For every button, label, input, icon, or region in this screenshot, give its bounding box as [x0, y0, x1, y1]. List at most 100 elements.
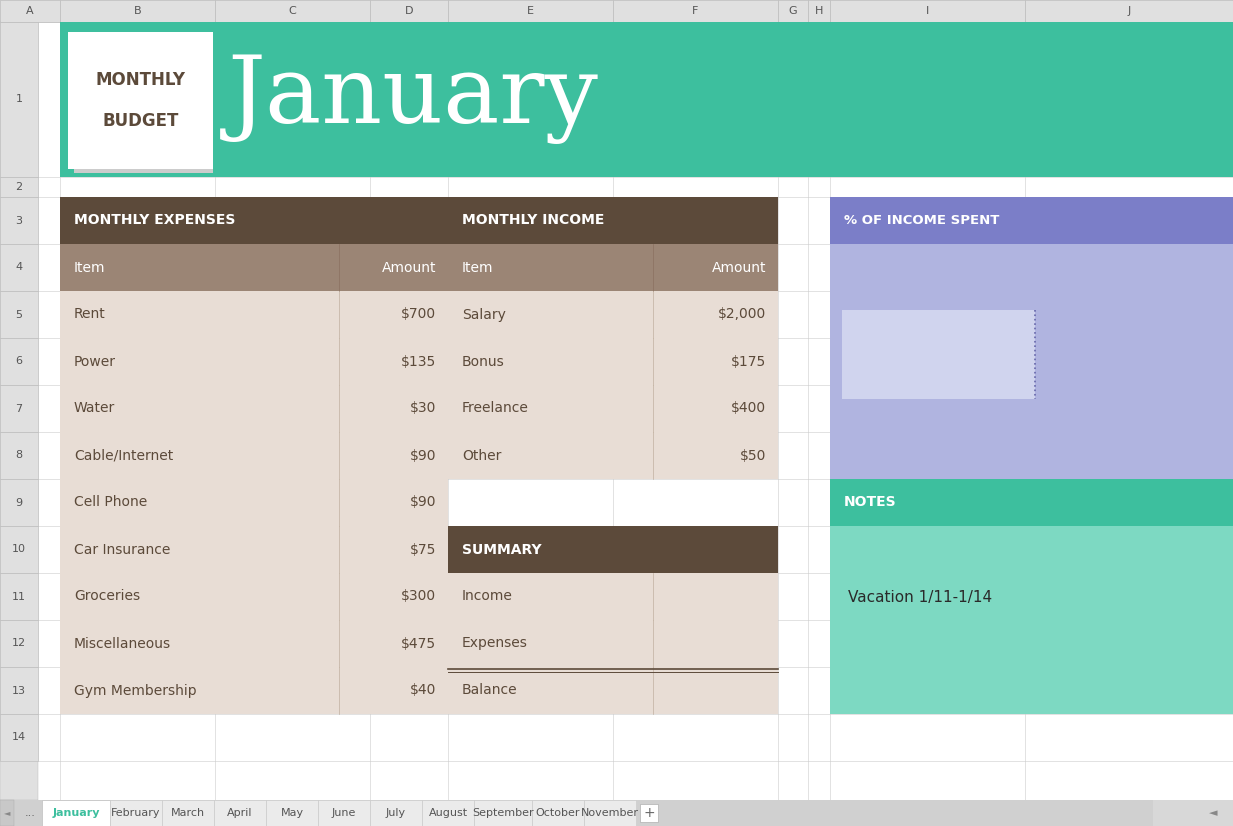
Text: MONTHLY EXPENSES: MONTHLY EXPENSES — [74, 213, 236, 227]
Bar — [318, 800, 370, 826]
Text: C: C — [289, 6, 296, 16]
Text: Item: Item — [462, 260, 493, 274]
Bar — [448, 526, 778, 573]
Text: I: I — [926, 6, 930, 16]
Bar — [842, 310, 1036, 399]
Bar — [0, 385, 38, 432]
Bar — [808, 0, 830, 22]
Text: June: June — [332, 808, 356, 818]
Text: MONTHLY INCOME: MONTHLY INCOME — [462, 213, 604, 227]
Text: $175: $175 — [731, 354, 766, 368]
Text: $75: $75 — [409, 543, 436, 557]
Bar — [830, 244, 1233, 479]
Text: J: J — [1127, 6, 1131, 16]
Text: Expenses: Expenses — [462, 637, 528, 651]
Text: BUDGET: BUDGET — [102, 112, 179, 130]
Bar — [60, 338, 448, 385]
Text: 6: 6 — [16, 357, 22, 367]
Bar — [60, 244, 448, 291]
Bar — [370, 800, 422, 826]
Text: Salary: Salary — [462, 307, 506, 321]
Text: ◄: ◄ — [1208, 808, 1217, 818]
Text: Freelance: Freelance — [462, 401, 529, 415]
Text: February: February — [111, 808, 160, 818]
Bar — [0, 620, 38, 667]
Text: Power: Power — [74, 354, 116, 368]
Text: 12: 12 — [12, 638, 26, 648]
Bar — [0, 291, 38, 338]
Text: $300: $300 — [401, 590, 436, 604]
Bar — [370, 0, 448, 22]
Text: November: November — [581, 808, 639, 818]
Bar — [0, 244, 38, 291]
Text: MONTHLY: MONTHLY — [95, 71, 185, 89]
Bar — [448, 667, 778, 714]
Text: +: + — [644, 806, 655, 820]
Bar — [162, 800, 215, 826]
Text: F: F — [692, 6, 699, 16]
Bar — [60, 573, 448, 620]
Text: 7: 7 — [16, 403, 22, 414]
Bar — [1025, 0, 1233, 22]
Bar — [0, 667, 38, 714]
Bar — [422, 800, 473, 826]
Bar — [0, 0, 60, 22]
Text: 8: 8 — [16, 450, 22, 461]
Bar — [215, 800, 266, 826]
Text: April: April — [227, 808, 253, 818]
Bar — [68, 32, 213, 169]
Bar — [830, 197, 1233, 244]
Text: Groceries: Groceries — [74, 590, 141, 604]
Text: 2: 2 — [16, 182, 22, 192]
Text: E: E — [526, 6, 534, 16]
Text: January: January — [228, 55, 599, 145]
Bar — [531, 800, 584, 826]
Text: 9: 9 — [16, 497, 22, 507]
Text: July: July — [386, 808, 406, 818]
Text: $2,000: $2,000 — [718, 307, 766, 321]
Bar — [60, 479, 448, 526]
Bar — [448, 432, 778, 479]
Bar — [60, 432, 448, 479]
Bar — [74, 167, 213, 173]
Text: Amount: Amount — [711, 260, 766, 274]
Text: May: May — [280, 808, 303, 818]
Bar — [830, 526, 1233, 714]
Text: 5: 5 — [16, 310, 22, 320]
Bar — [1153, 800, 1233, 826]
Text: Income: Income — [462, 590, 513, 604]
Bar — [448, 338, 778, 385]
Text: ◄: ◄ — [4, 809, 10, 818]
Bar — [0, 432, 38, 479]
Text: Other: Other — [462, 449, 502, 463]
Text: SUMMARY: SUMMARY — [462, 543, 541, 557]
Text: A: A — [26, 6, 33, 16]
Bar — [448, 244, 778, 291]
Bar — [60, 667, 448, 714]
Text: October: October — [536, 808, 581, 818]
Bar — [0, 22, 38, 800]
Text: 11: 11 — [12, 591, 26, 601]
Text: Cell Phone: Cell Phone — [74, 496, 147, 510]
Bar — [448, 291, 778, 338]
Text: G: G — [789, 6, 798, 16]
Bar — [18, 800, 42, 826]
Text: 13: 13 — [12, 686, 26, 695]
Bar — [42, 800, 110, 826]
Text: August: August — [428, 808, 467, 818]
Text: $50: $50 — [740, 449, 766, 463]
Text: $90: $90 — [409, 449, 436, 463]
Text: January: January — [52, 808, 100, 818]
Bar — [448, 573, 778, 620]
Text: D: D — [404, 6, 413, 16]
Text: $475: $475 — [401, 637, 436, 651]
Bar — [266, 800, 318, 826]
Text: Bonus: Bonus — [462, 354, 504, 368]
Bar — [0, 714, 38, 761]
Bar — [60, 620, 448, 667]
Text: Vacation 1/11-1/14: Vacation 1/11-1/14 — [848, 590, 993, 605]
Bar — [473, 800, 531, 826]
Bar — [778, 0, 808, 22]
Bar — [110, 800, 162, 826]
Text: Water: Water — [74, 401, 115, 415]
